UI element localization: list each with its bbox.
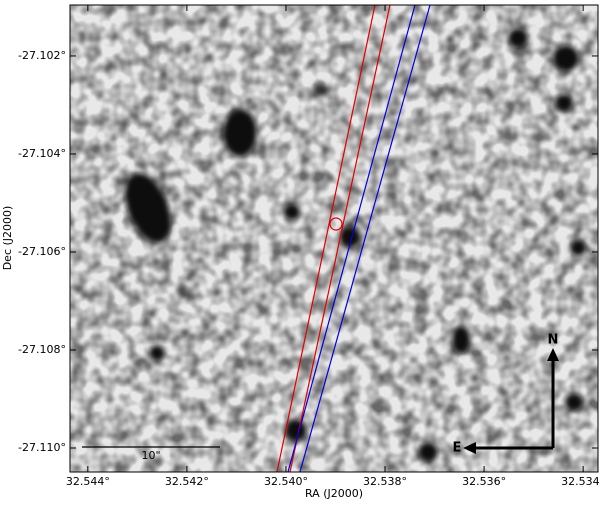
- x-tick-label: 32.544°: [66, 475, 110, 488]
- y-tick-label: -27.110°: [18, 441, 66, 454]
- y-tick-label: -27.102°: [18, 49, 66, 62]
- x-tick-label: 32.534°: [561, 475, 600, 488]
- x-axis-label: RA (J2000): [305, 487, 363, 500]
- y-tick-label: -27.108°: [18, 343, 66, 356]
- scale-bar-label: 10": [141, 449, 160, 462]
- x-tick-label: 32.536°: [462, 475, 506, 488]
- plot-frame: [69, 4, 599, 473]
- x-tick-label: 32.542°: [165, 475, 209, 488]
- sky-image: [70, 5, 598, 472]
- compass-east: E: [453, 441, 462, 456]
- x-tick-label: 32.538°: [363, 475, 407, 488]
- y-tick-label: -27.104°: [18, 147, 66, 160]
- x-tick-label: 32.540°: [264, 475, 308, 488]
- compass-north: N: [548, 333, 559, 348]
- y-tick-label: -27.106°: [18, 245, 66, 258]
- y-axis-label: Dec (J2000): [1, 206, 14, 271]
